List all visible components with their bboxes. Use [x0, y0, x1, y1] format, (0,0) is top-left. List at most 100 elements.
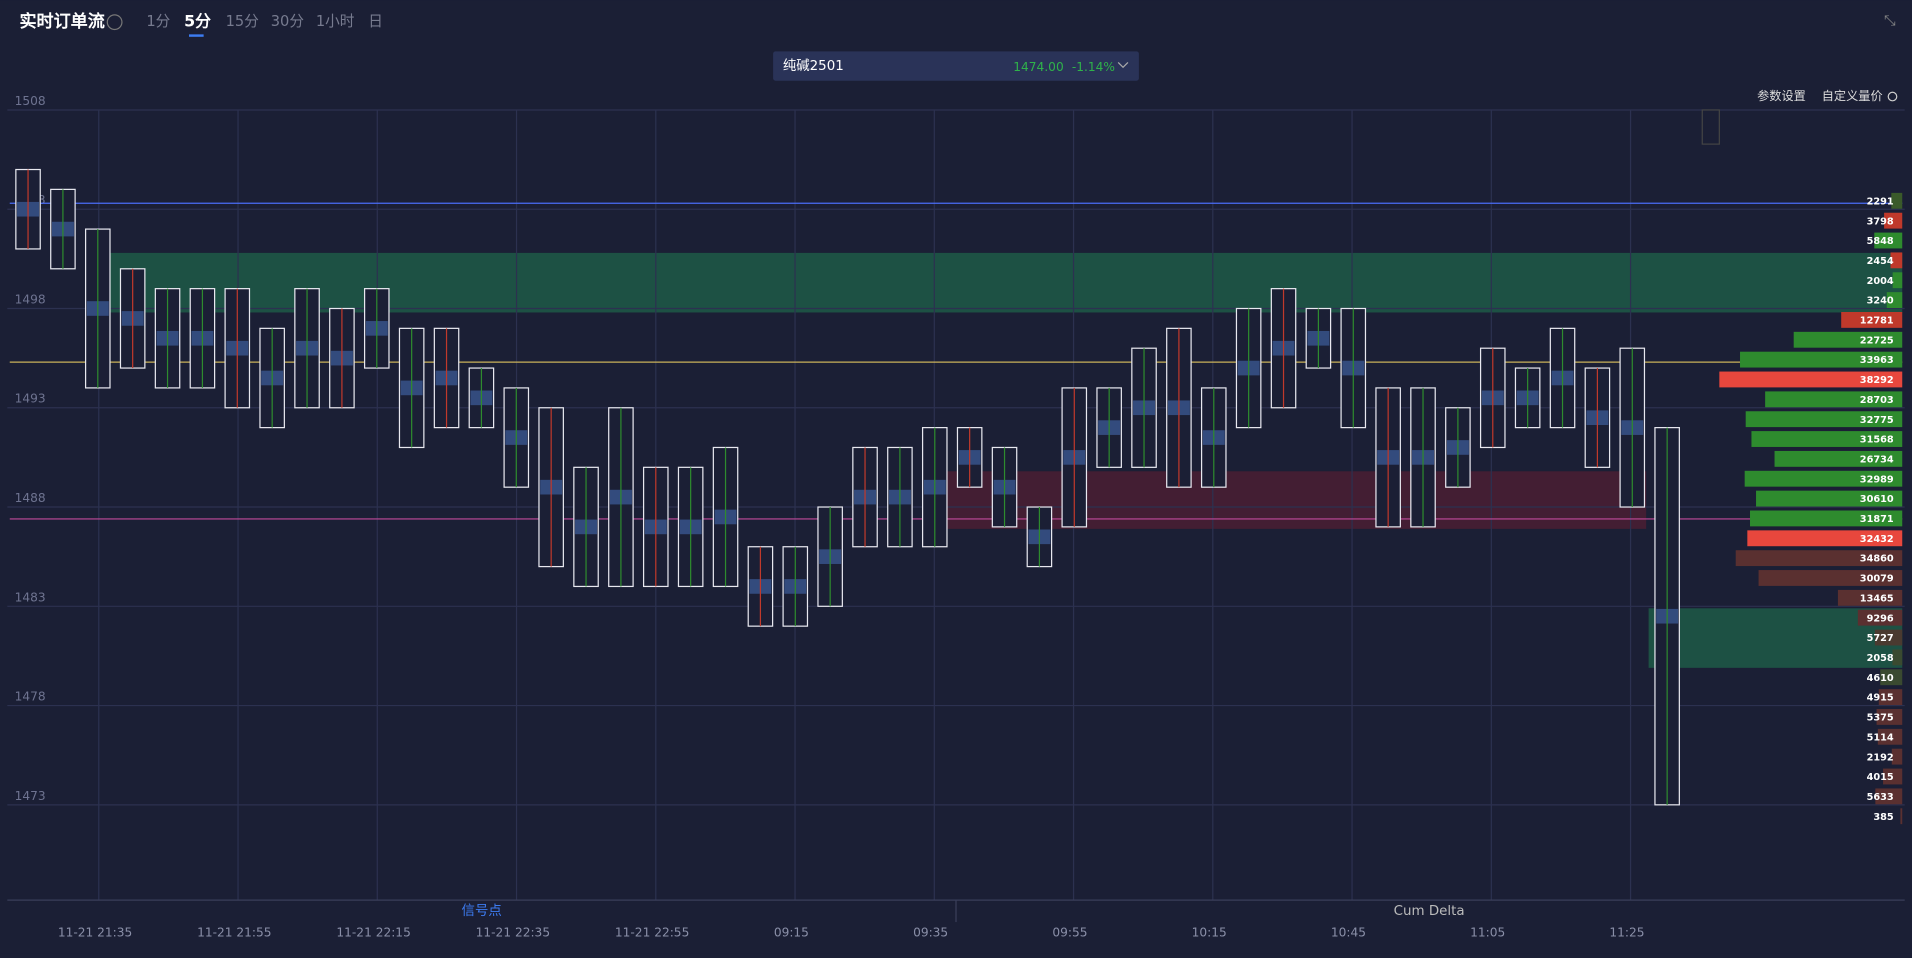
volume-profile-label: 32432	[1860, 534, 1894, 545]
footprint-candle	[1131, 347, 1157, 468]
volume-profile-bar	[1874, 232, 1903, 249]
footprint-candle	[677, 466, 704, 588]
footprint-candle	[15, 168, 41, 250]
x-tick-label: 10:15	[1192, 926, 1227, 940]
x-tick-label: 11:25	[1609, 926, 1644, 940]
timeframe-tab[interactable]: 1分	[146, 13, 170, 30]
y-tick-label: 1478	[15, 690, 46, 704]
volume-profile-bar	[1900, 808, 1903, 825]
volume-profile-label: 22725	[1860, 335, 1894, 346]
volume-profile-bar	[1891, 748, 1903, 765]
footprint-candle	[1654, 427, 1680, 806]
volume-profile-bar	[1857, 609, 1903, 626]
volume-profile-bar	[1875, 788, 1903, 805]
timeframe-tab[interactable]: 15分	[226, 13, 260, 30]
help-icon[interactable]	[106, 14, 123, 31]
footprint-candle	[921, 427, 948, 548]
volume-profile-label: 30610	[1860, 494, 1894, 505]
footprint-candle	[1410, 387, 1436, 528]
y-tick-label: 1508	[15, 94, 46, 108]
footprint-candle	[398, 327, 425, 449]
volume-profile-label: 2058	[1867, 653, 1894, 664]
volume-profile-bar	[1747, 530, 1903, 547]
volume-profile-label: 28703	[1860, 395, 1894, 406]
footprint-candle	[433, 327, 460, 429]
volume-profile-label: 31568	[1860, 435, 1894, 446]
volume-profile-label: 4915	[1867, 693, 1894, 704]
volume-profile-label: 4610	[1867, 673, 1894, 684]
x-tick-label: 11-21 22:35	[476, 926, 550, 940]
footprint-candle	[1584, 367, 1611, 468]
footprint-candle	[1305, 307, 1332, 369]
x-tick-label: 09:15	[774, 926, 809, 940]
y-tick-label: 1493	[15, 392, 46, 406]
footprint-candle	[1026, 506, 1053, 568]
footprint-candle	[1549, 327, 1576, 429]
footprint-candle	[294, 288, 320, 409]
footprint-candle	[782, 546, 809, 627]
x-tick-label: 10:45	[1331, 926, 1366, 940]
settings-button[interactable]: 参数设置	[1757, 88, 1806, 103]
footprint-candle	[503, 387, 530, 488]
cum-delta-tab[interactable]: Cum Delta	[1394, 904, 1465, 919]
side-buttons[interactable]	[1701, 109, 1720, 145]
price-zone	[85, 252, 1903, 313]
timeframe-tab[interactable]: 30分	[271, 13, 305, 30]
volume-profile-bar	[1841, 311, 1903, 328]
volume-profile-label: 2454	[1867, 256, 1894, 267]
footprint-candle	[363, 288, 390, 369]
footprint-candle	[189, 288, 216, 389]
signal-tab[interactable]: 信号点	[462, 903, 502, 919]
volume-profile-label: 2192	[1867, 752, 1894, 763]
symbol-selector[interactable]	[773, 51, 1139, 81]
timeframe-tab[interactable]: 5分	[184, 12, 211, 31]
collapse-icon[interactable]: ⤡	[1884, 12, 1896, 29]
footprint-candle	[1514, 367, 1541, 429]
footprint-candle	[573, 466, 599, 588]
footprint-candle	[642, 466, 669, 588]
y-tick-label: 1488	[15, 491, 46, 505]
volume-profile-label: 26734	[1860, 454, 1894, 465]
volume-profile-label: 5727	[1867, 633, 1894, 644]
volume-profile-label: 13465	[1860, 593, 1894, 604]
volume-profile-bar	[1744, 470, 1903, 487]
volume-profile-label: 9296	[1867, 613, 1894, 624]
footprint-candle	[259, 327, 285, 429]
volume-profile-bar	[1751, 431, 1903, 447]
volume-profile-bar	[1793, 331, 1903, 348]
volume-profile-label: 33963	[1860, 355, 1894, 366]
footprint-candle	[1270, 288, 1297, 409]
volume-profile-bar	[1774, 450, 1903, 467]
custom-button[interactable]: 自定义量价	[1822, 88, 1883, 103]
volume-profile-label: 30079	[1860, 574, 1894, 585]
volume-profile-bar	[1719, 371, 1903, 388]
footprint-candle	[1235, 307, 1262, 429]
symbol-price: 1474.00	[1013, 60, 1063, 74]
volume-profile-bar	[1886, 292, 1903, 308]
footprint-candle	[538, 407, 564, 568]
volume-profile-label: 34860	[1860, 554, 1894, 565]
footprint-candle	[817, 506, 843, 607]
footprint-candle	[712, 446, 739, 588]
footprint-candle	[608, 407, 634, 588]
volume-profile-label: 5848	[1867, 236, 1894, 247]
volume-profile-bar	[1765, 391, 1903, 408]
volume-profile-label: 2291	[1867, 196, 1894, 207]
volume-profile-bar	[1890, 252, 1903, 269]
volume-profile-bar	[1878, 689, 1903, 706]
volume-profile-bar	[1876, 709, 1903, 725]
x-tick-label: 11:05	[1470, 926, 1505, 940]
volume-profile-bar	[1883, 768, 1903, 785]
volume-profile-label: 385	[1873, 812, 1894, 823]
footprint-candle	[154, 288, 181, 389]
volume-profile-bar	[1745, 411, 1903, 428]
volume-profile-bar	[1874, 629, 1903, 646]
timeframe-tab[interactable]: 日	[368, 13, 383, 30]
footprint-candle	[224, 288, 251, 409]
timeframe-tab[interactable]: 1小时	[316, 13, 355, 30]
volume-profile-label: 12781	[1860, 316, 1894, 327]
footprint-candle	[991, 446, 1018, 528]
volume-profile-bar	[1758, 570, 1903, 586]
footprint-candle	[1375, 387, 1401, 528]
volume-profile-bar	[1892, 649, 1903, 666]
